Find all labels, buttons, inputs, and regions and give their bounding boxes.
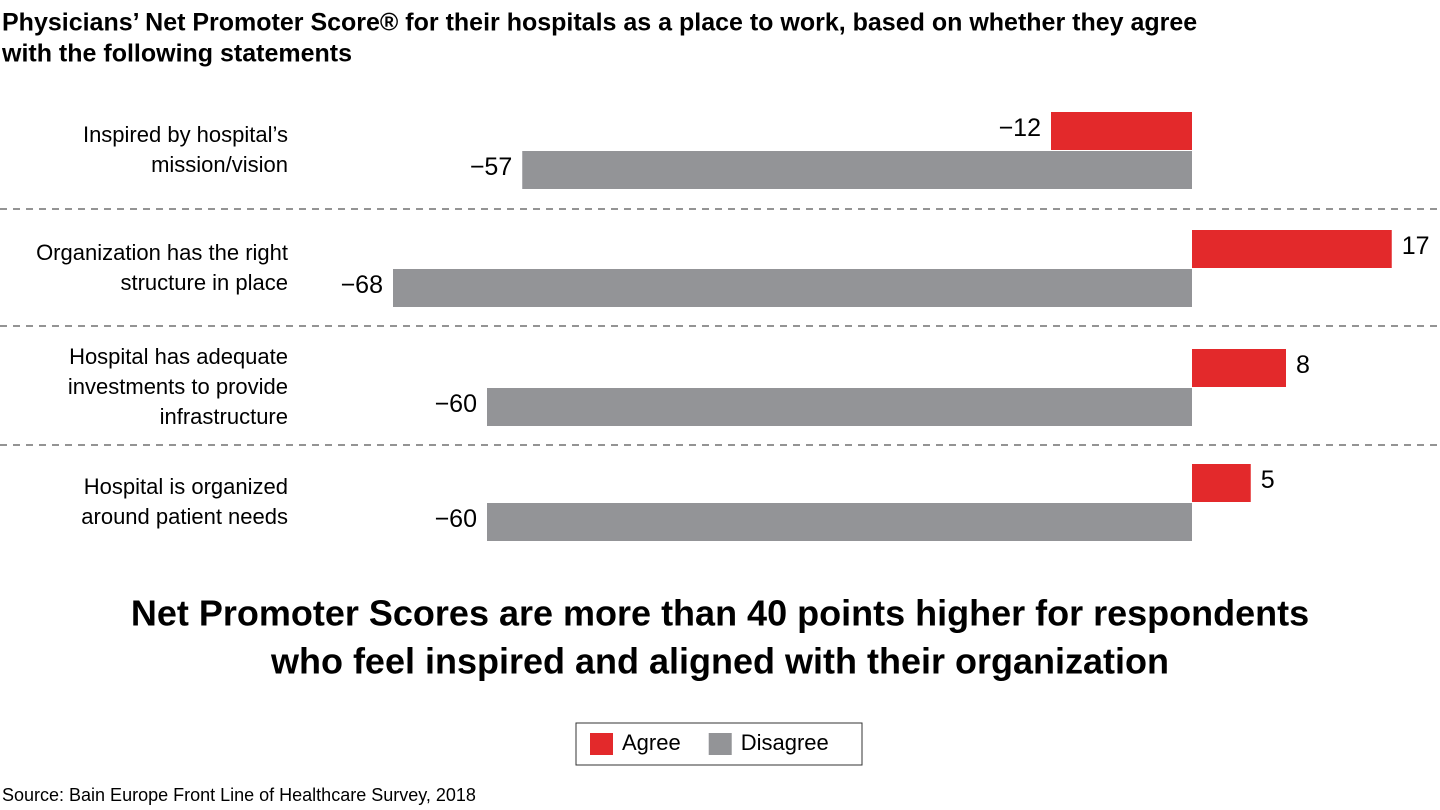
bar xyxy=(487,503,1192,541)
legend-swatch xyxy=(590,733,613,755)
category-label: Inspired by hospital’s xyxy=(83,122,288,147)
value-label: −57 xyxy=(470,153,512,181)
bar xyxy=(1192,464,1251,502)
value-label: 17 xyxy=(1402,232,1430,260)
bar xyxy=(1192,230,1392,268)
category-label: Organization has the right xyxy=(36,240,288,265)
value-label: −60 xyxy=(435,505,477,533)
legend-label: Agree xyxy=(622,730,681,755)
bar xyxy=(393,269,1192,307)
category-label: infrastructure xyxy=(160,404,288,429)
category-label: around patient needs xyxy=(81,504,288,529)
bar xyxy=(487,388,1192,426)
value-label: 5 xyxy=(1261,466,1275,494)
legend-box xyxy=(575,722,863,766)
bar xyxy=(1192,349,1286,387)
category-label: mission/vision xyxy=(151,152,288,177)
bar xyxy=(1051,112,1192,150)
legend-label: Disagree xyxy=(741,730,829,755)
legend-swatch xyxy=(708,733,732,755)
category-label: Hospital has adequate xyxy=(69,344,288,369)
annotation: who feel inspired and aligned with their… xyxy=(270,641,1169,682)
chart-title: Physicians’ Net Promoter Score® for thei… xyxy=(2,9,1197,37)
category-label: Hospital is organized xyxy=(84,474,288,499)
source: Source: Bain Europe Front Line of Health… xyxy=(2,785,476,805)
value-label: −68 xyxy=(341,271,383,299)
category-label: investments to provide xyxy=(68,374,288,399)
value-label: −60 xyxy=(435,390,477,418)
value-label: −12 xyxy=(999,114,1041,142)
annotation: Net Promoter Scores are more than 40 poi… xyxy=(131,593,1309,634)
value-label: 8 xyxy=(1296,351,1310,379)
bar xyxy=(522,151,1192,189)
category-label: structure in place xyxy=(120,270,288,295)
chart-title: with the following statements xyxy=(1,40,352,68)
